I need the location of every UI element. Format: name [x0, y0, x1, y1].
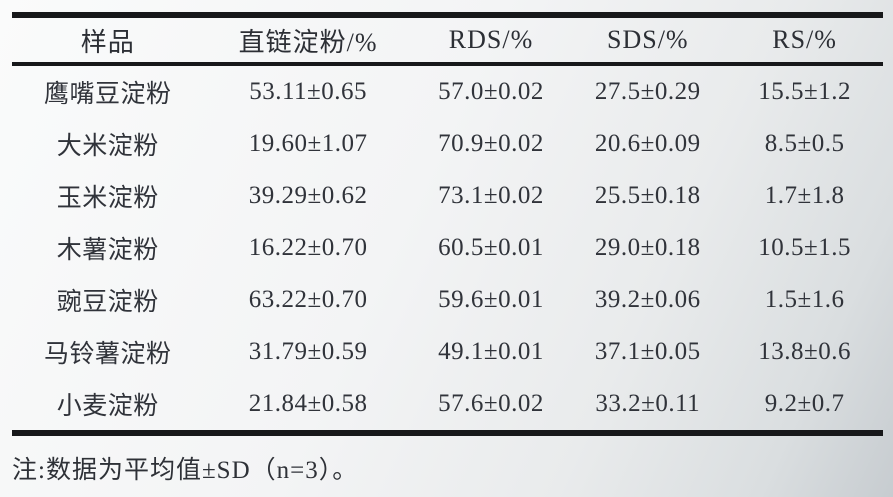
column-header: RDS/% — [448, 25, 534, 54]
table-footnote: 注:数据为平均值±SD（n=3）。 — [12, 457, 359, 484]
table-cell: 31.79±0.59 — [248, 338, 368, 365]
row-label: 马铃薯淀粉 — [44, 341, 172, 368]
table-body: 鹰嘴豆淀粉 53.11±0.65 57.0±0.02 27.5±0.29 15.5±1.… — [12, 64, 883, 433]
table-cell: 13.8±0.6 — [758, 338, 851, 365]
table-row: 大米淀粉 19.60±1.07 70.9±0.02 20.6±0.09 8.5±0.5 — [12, 118, 883, 170]
table-cell: 57.6±0.02 — [438, 390, 544, 417]
column-header: 样品 — [80, 27, 135, 57]
table-cell: 63.22±0.70 — [248, 286, 368, 313]
table-cell: 20.6±0.09 — [594, 130, 701, 157]
row-label: 玉米淀粉 — [56, 185, 159, 212]
table-row: 玉米淀粉 39.29±0.62 73.1±0.02 25.5±0.18 1.7±1.8 — [12, 170, 883, 222]
table-cell: 10.5±1.5 — [758, 234, 851, 261]
table-cell: 39.2±0.06 — [594, 286, 701, 313]
table-cell: 25.5±0.18 — [594, 182, 701, 209]
table-cell: 49.1±0.01 — [438, 338, 544, 365]
table-cell: 16.22±0.70 — [248, 234, 368, 261]
starch-data-table-wrap: 样品 直链淀粉/% RDS/% SDS/% RS/% 鹰嘴豆淀粉 53.11±0.65 57… — [12, 12, 883, 436]
row-label: 木薯淀粉 — [56, 237, 159, 264]
table-row: 小麦淀粉 21.84±0.58 57.6±0.02 33.2±0.11 9.2±0.7 — [12, 378, 883, 433]
row-label: 小麦淀粉 — [56, 393, 159, 420]
table-header: 样品 直链淀粉/% RDS/% SDS/% RS/% — [12, 15, 883, 64]
table-cell: 73.1±0.02 — [438, 182, 544, 209]
table-cell: 60.5±0.01 — [438, 234, 544, 261]
table-cell: 70.9±0.02 — [438, 130, 544, 157]
table-row: 豌豆淀粉 63.22±0.70 59.6±0.01 39.2±0.06 1.5±1.6 — [12, 274, 883, 326]
table-cell: 21.84±0.58 — [248, 390, 368, 417]
row-label: 鹰嘴豆淀粉 — [44, 81, 172, 108]
table-cell: 27.5±0.29 — [594, 78, 701, 105]
table-cell: 1.5±1.6 — [764, 286, 845, 313]
table-cell: 39.29±0.62 — [248, 182, 368, 209]
table-cell: 1.7±1.8 — [764, 182, 845, 209]
column-header: RS/% — [772, 25, 837, 54]
table-cell: 33.2±0.11 — [595, 390, 701, 417]
header-row: 样品 直链淀粉/% RDS/% SDS/% RS/% — [12, 15, 883, 64]
table-cell: 59.6±0.01 — [438, 286, 544, 313]
table-cell: 15.5±1.2 — [758, 78, 851, 105]
table-cell: 9.2±0.7 — [764, 390, 845, 417]
row-label: 大米淀粉 — [56, 133, 159, 160]
column-header: SDS/% — [607, 25, 689, 54]
table-row: 马铃薯淀粉 31.79±0.59 49.1±0.01 37.1±0.05 13.8±0.… — [12, 326, 883, 378]
table-cell: 57.0±0.02 — [438, 78, 544, 105]
table-row: 鹰嘴豆淀粉 53.11±0.65 57.0±0.02 27.5±0.29 15.5±1.… — [12, 64, 883, 118]
column-header: 直链淀粉/% — [238, 27, 378, 57]
table-cell: 8.5±0.5 — [764, 130, 845, 157]
table-cell: 19.60±1.07 — [248, 130, 368, 157]
table-cell: 37.1±0.05 — [594, 338, 701, 365]
table-cell: 29.0±0.18 — [594, 234, 701, 261]
row-label: 豌豆淀粉 — [56, 289, 159, 316]
starch-data-table: 样品 直链淀粉/% RDS/% SDS/% RS/% 鹰嘴豆淀粉 53.11±0.65 57… — [12, 12, 883, 436]
table-row: 木薯淀粉 16.22±0.70 60.5±0.01 29.0±0.18 10.5±1.5 — [12, 222, 883, 274]
table-cell: 53.11±0.65 — [249, 78, 368, 105]
